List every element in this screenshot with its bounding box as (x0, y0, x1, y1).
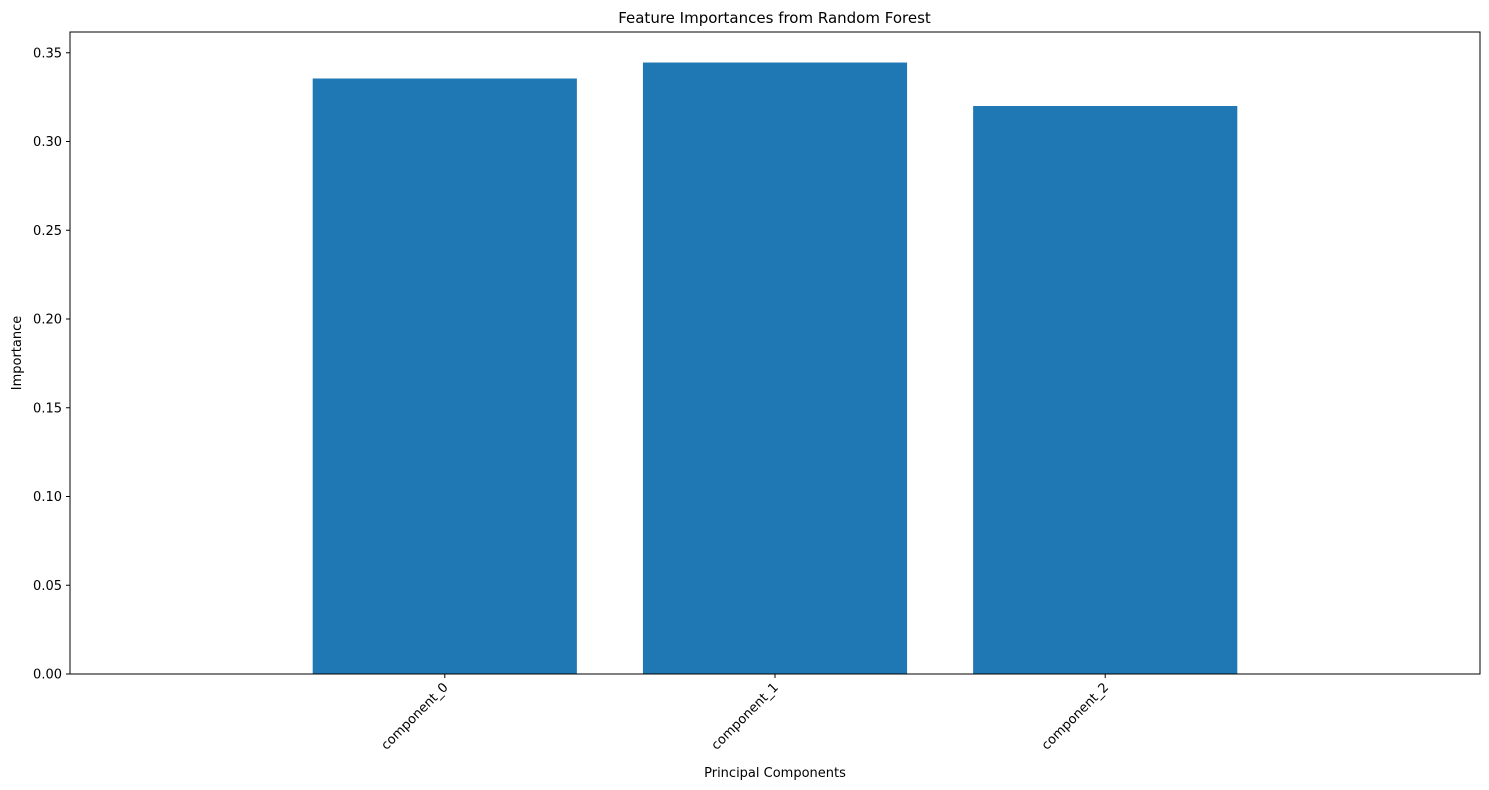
y-tick-label: 0.05 (33, 579, 62, 594)
y-axis: 0.00 0.05 0.10 0.15 0.20 0.25 0.30 0.35 (33, 46, 70, 683)
y-tick-label: 0.30 (33, 135, 62, 150)
y-axis-title: Importance (10, 316, 25, 391)
x-tick-label: component_1 (709, 680, 782, 753)
y-tick-label: 0.20 (33, 313, 62, 328)
bar-component_1 (642, 62, 908, 674)
y-tick-label: 0.10 (33, 490, 62, 505)
x-axis: component_0 component_1 component_2 (379, 674, 1112, 753)
y-tick-label: 0.25 (33, 224, 62, 239)
y-tick-label: 0.00 (33, 668, 62, 683)
chart-title: Feature Importances from Random Forest (618, 9, 931, 27)
bar-component_0 (312, 78, 577, 675)
y-tick-label: 0.15 (33, 401, 62, 416)
y-tick-label: 0.35 (33, 46, 62, 61)
x-axis-title: Principal Components (704, 766, 846, 781)
x-tick-label: component_2 (1039, 680, 1112, 753)
plot-frame (69, 31, 1481, 675)
bars-group (312, 62, 1238, 675)
x-tick-label: component_0 (379, 680, 452, 753)
bar-component_2 (973, 106, 1238, 674)
